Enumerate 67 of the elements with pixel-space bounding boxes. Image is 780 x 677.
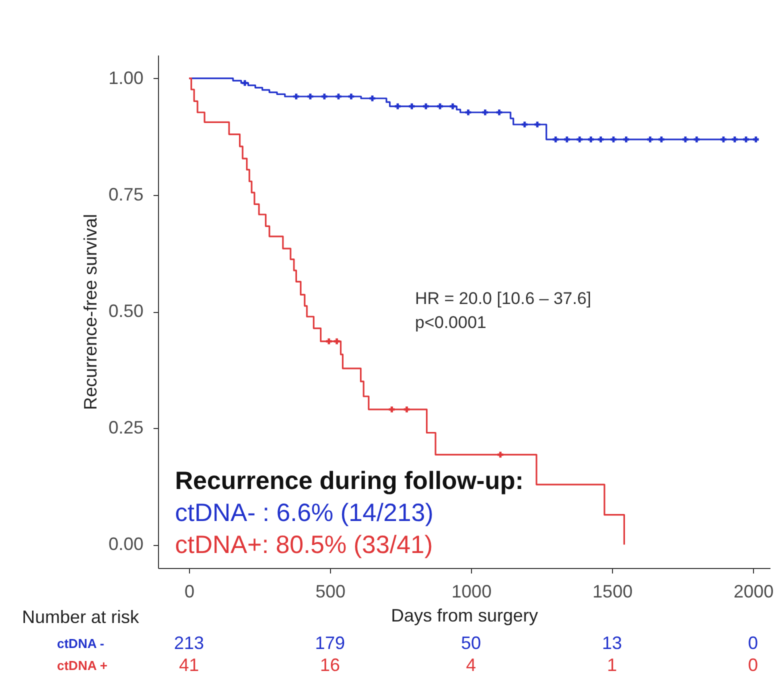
point (334, 338, 340, 344)
text: 4 (466, 655, 476, 675)
text: ctDNA+: 80.5% (33/41) (175, 531, 433, 559)
point (496, 109, 502, 116)
text: ctDNA- : 6.6% (14/213) (175, 499, 434, 527)
point (610, 136, 616, 142)
point (720, 136, 726, 142)
point (732, 136, 738, 142)
point (552, 136, 559, 142)
text: 1 (606, 655, 618, 675)
point (326, 338, 332, 344)
text: ctDNA + (57, 658, 108, 673)
x-tick-label: 0 (184, 582, 195, 602)
point (647, 136, 654, 142)
y-tick-label: 0.00 (108, 534, 144, 554)
y-tick-label: 0.50 (108, 301, 144, 321)
y-tick-label: 1.00 (108, 68, 144, 88)
point (658, 136, 664, 142)
point (743, 136, 749, 142)
x-tick-label: 1500 (592, 582, 633, 602)
text: 0 (748, 633, 758, 653)
point (465, 109, 472, 116)
point (623, 136, 630, 142)
annotation: p<0.0001 (415, 313, 486, 332)
point (497, 452, 504, 458)
point (242, 80, 248, 86)
point (423, 103, 429, 110)
x-axis-title: Days from surgery (390, 606, 538, 626)
y-tick-label: 0.75 (108, 184, 144, 204)
point (321, 94, 328, 100)
point (534, 122, 540, 128)
x-tick-label: 1000 (452, 582, 492, 602)
text: Number at risk (22, 607, 140, 627)
point (348, 94, 354, 100)
text: 213 (174, 633, 204, 653)
point (336, 94, 342, 100)
point (752, 136, 759, 142)
point (522, 122, 528, 128)
point (694, 136, 700, 142)
point (482, 109, 488, 116)
point (404, 406, 410, 412)
text: 0 (748, 655, 758, 675)
text: ctDNA - (57, 636, 104, 651)
point (394, 103, 401, 110)
point (388, 406, 395, 412)
point (307, 94, 314, 100)
x-tick-label: 2000 (734, 582, 774, 602)
point (598, 136, 604, 142)
x-tick-label: 500 (316, 582, 346, 602)
point (450, 103, 456, 110)
text: 13 (602, 633, 622, 653)
point (437, 103, 443, 110)
legend-title: Recurrence during follow-up: (175, 467, 524, 495)
text: 41 (178, 655, 200, 675)
text: 50 (460, 633, 482, 653)
point (293, 94, 300, 100)
text: 179 (314, 633, 346, 653)
point (564, 136, 570, 142)
text: 16 (320, 655, 340, 675)
point (408, 103, 415, 110)
y-tick-label: 0.25 (108, 418, 144, 438)
point (369, 95, 376, 102)
point (682, 136, 688, 142)
point (576, 136, 583, 142)
y-axis-title: Recurrence-free survival (80, 214, 100, 410)
annotation: HR = 20.0 [10.6 – 37.6] (415, 289, 592, 308)
point (588, 136, 594, 142)
